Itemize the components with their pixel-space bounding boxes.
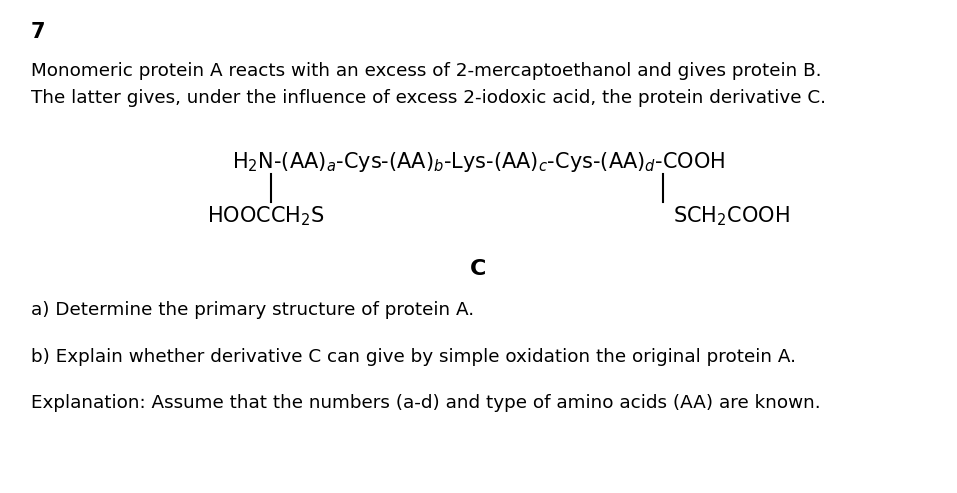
Text: b) Explain whether derivative C can give by simple oxidation the original protei: b) Explain whether derivative C can give… — [31, 348, 795, 366]
Text: C: C — [470, 259, 487, 279]
Text: HOOCCH$_2$S: HOOCCH$_2$S — [208, 205, 324, 228]
Text: 7: 7 — [31, 22, 45, 42]
Text: SCH$_2$COOH: SCH$_2$COOH — [673, 205, 790, 228]
Text: Explanation: Assume that the numbers (a-d) and type of amino acids (AA) are know: Explanation: Assume that the numbers (a-… — [31, 394, 820, 413]
Text: a) Determine the primary structure of protein A.: a) Determine the primary structure of pr… — [31, 301, 474, 319]
Text: The latter gives, under the influence of excess 2-iodoxic acid, the protein deri: The latter gives, under the influence of… — [31, 89, 826, 107]
Text: Monomeric protein A reacts with an excess of 2-mercaptoethanol and gives protein: Monomeric protein A reacts with an exces… — [31, 62, 821, 80]
Text: H$_2$N-(AA)$_a$-Cys-(AA)$_b$-Lys-(AA)$_c$-Cys-(AA)$_d$-COOH: H$_2$N-(AA)$_a$-Cys-(AA)$_b$-Lys-(AA)$_c… — [232, 150, 725, 175]
